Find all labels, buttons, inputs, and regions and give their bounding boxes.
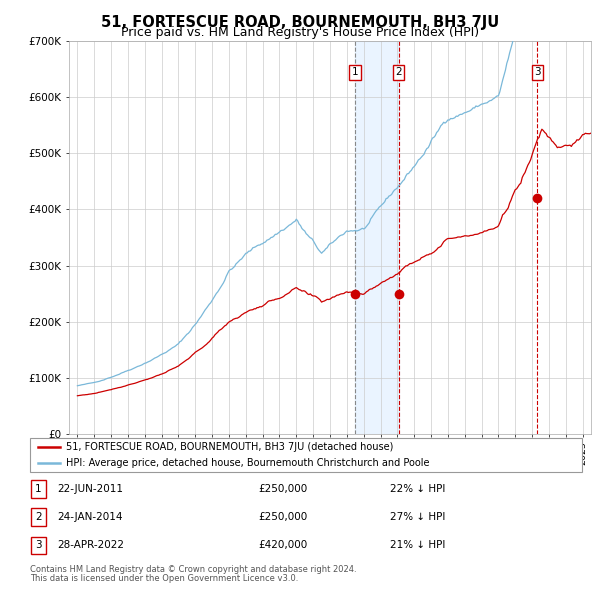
Text: This data is licensed under the Open Government Licence v3.0.: This data is licensed under the Open Gov… <box>30 574 298 583</box>
Text: 27% ↓ HPI: 27% ↓ HPI <box>390 512 445 522</box>
Text: 21% ↓ HPI: 21% ↓ HPI <box>390 540 445 550</box>
Text: 51, FORTESCUE ROAD, BOURNEMOUTH, BH3 7JU: 51, FORTESCUE ROAD, BOURNEMOUTH, BH3 7JU <box>101 15 499 30</box>
Text: 22% ↓ HPI: 22% ↓ HPI <box>390 484 445 494</box>
Text: 3: 3 <box>35 540 42 550</box>
Text: HPI: Average price, detached house, Bournemouth Christchurch and Poole: HPI: Average price, detached house, Bour… <box>66 458 430 468</box>
Text: Price paid vs. HM Land Registry's House Price Index (HPI): Price paid vs. HM Land Registry's House … <box>121 26 479 39</box>
Bar <box>355 41 398 434</box>
Text: Contains HM Land Registry data © Crown copyright and database right 2024.: Contains HM Land Registry data © Crown c… <box>30 565 356 574</box>
Text: £250,000: £250,000 <box>258 484 307 494</box>
Text: 1: 1 <box>35 484 42 494</box>
Text: 22-JUN-2011: 22-JUN-2011 <box>57 484 123 494</box>
Text: 1: 1 <box>352 67 358 77</box>
Text: 3: 3 <box>534 67 541 77</box>
Text: 51, FORTESCUE ROAD, BOURNEMOUTH, BH3 7JU (detached house): 51, FORTESCUE ROAD, BOURNEMOUTH, BH3 7JU… <box>66 442 393 452</box>
Text: £420,000: £420,000 <box>258 540 307 550</box>
Text: 28-APR-2022: 28-APR-2022 <box>57 540 124 550</box>
Text: £250,000: £250,000 <box>258 512 307 522</box>
Text: 2: 2 <box>35 512 42 522</box>
Text: 24-JAN-2014: 24-JAN-2014 <box>57 512 122 522</box>
Text: 2: 2 <box>395 67 402 77</box>
